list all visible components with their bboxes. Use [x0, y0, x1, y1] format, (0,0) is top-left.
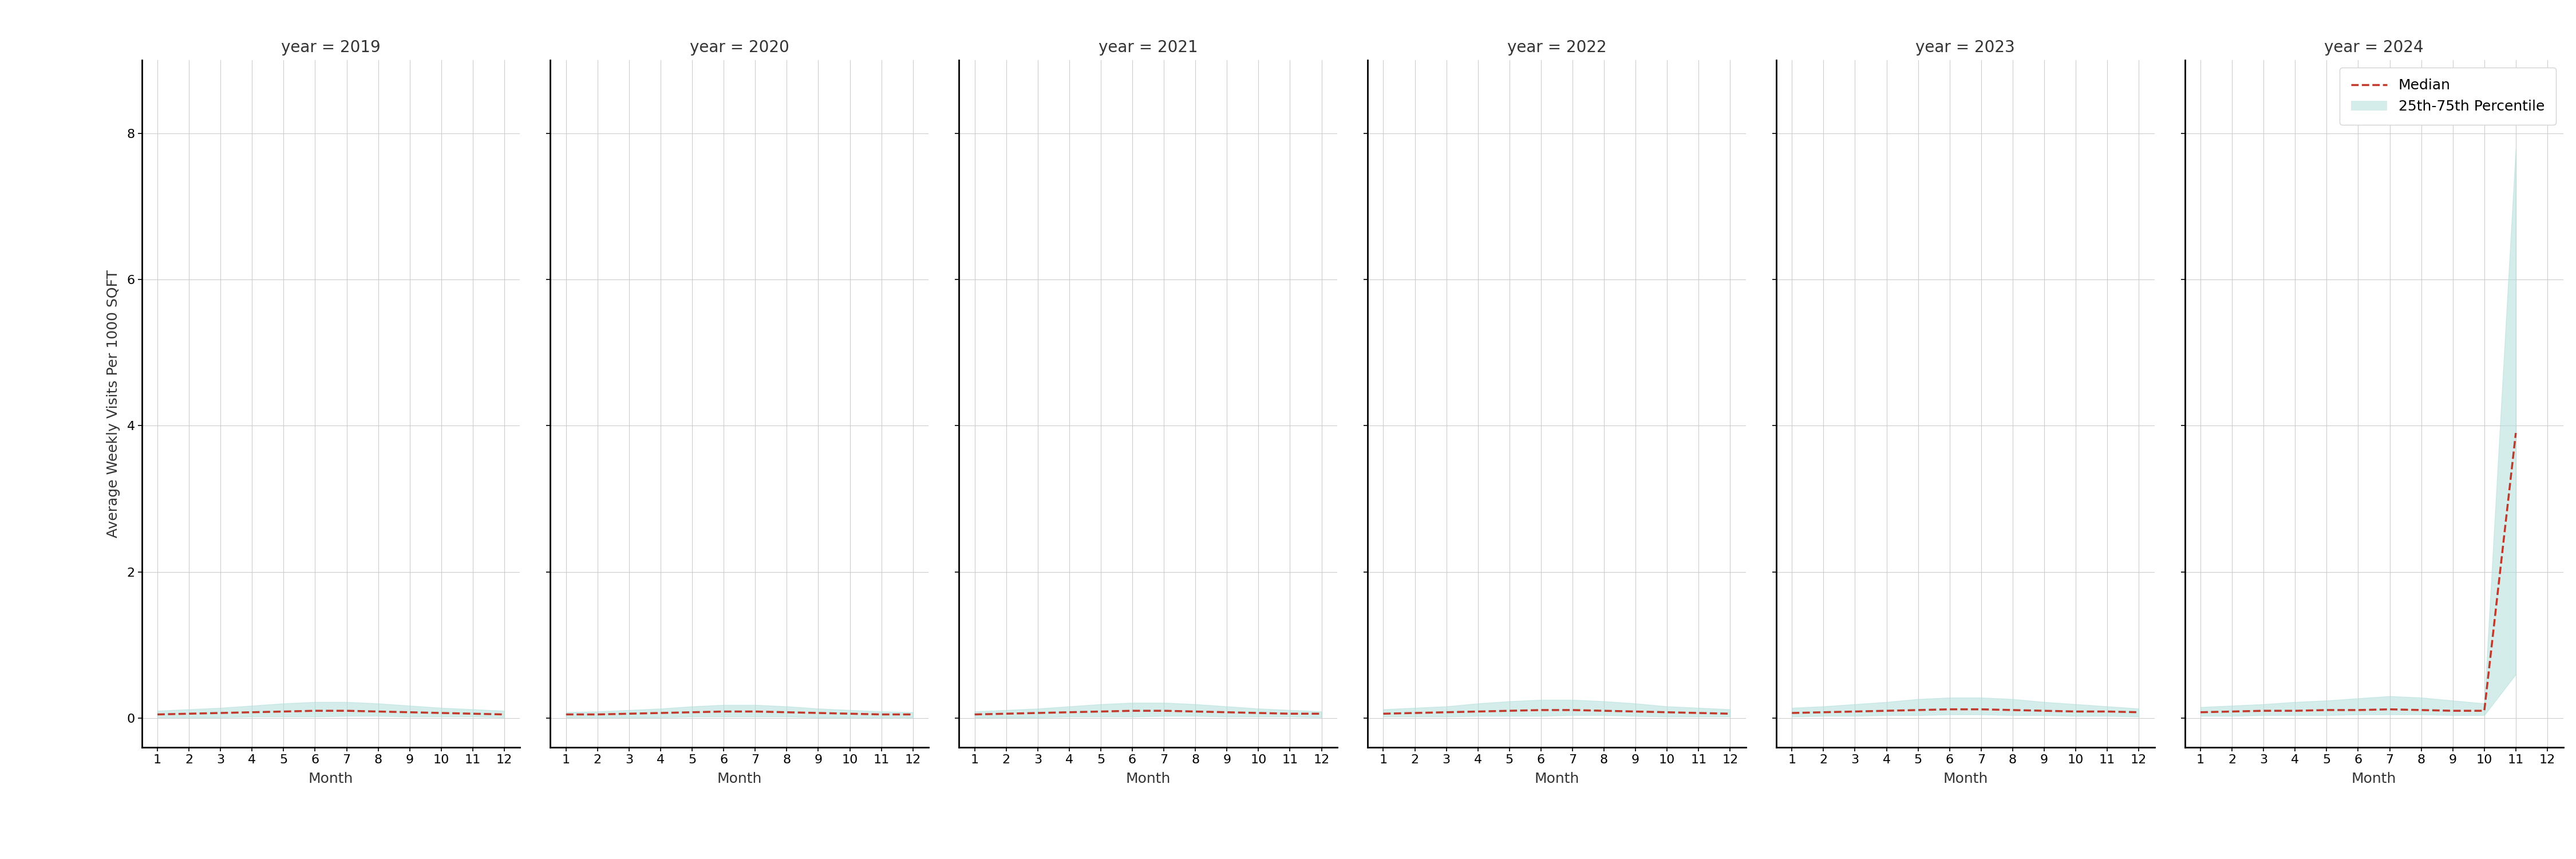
Median [677, 707, 708, 717]
Title: year = 2022: year = 2022 [1507, 40, 1607, 56]
Line: Median: Median [1793, 710, 2138, 713]
Median [425, 708, 456, 718]
Y-axis label: Average Weekly Visits Per 1000 SQFT: Average Weekly Visits Per 1000 SQFT [106, 270, 121, 538]
Median [1211, 707, 1242, 717]
Median [489, 710, 520, 720]
Median [1244, 708, 1275, 718]
X-axis label: Month: Month [1535, 772, 1579, 786]
Line: Median: Median [974, 710, 1321, 715]
Median [835, 709, 866, 719]
Median [1935, 704, 1965, 715]
Median [2406, 705, 2437, 716]
Median [2030, 705, 2061, 716]
Title: year = 2021: year = 2021 [1097, 40, 1198, 56]
Median [1965, 704, 1996, 715]
Median [1556, 705, 1587, 716]
Title: year = 2023: year = 2023 [1917, 40, 2014, 56]
Median [2215, 706, 2246, 716]
Median [1777, 708, 1808, 718]
X-axis label: Month: Month [716, 772, 762, 786]
Median [644, 708, 675, 718]
Median [770, 707, 801, 717]
Median [1149, 705, 1180, 716]
X-axis label: Month: Month [309, 772, 353, 786]
Median [2249, 705, 2280, 716]
X-axis label: Month: Month [1126, 772, 1170, 786]
Median [2184, 707, 2215, 717]
Title: year = 2019: year = 2019 [281, 40, 381, 56]
Median [142, 710, 173, 720]
X-axis label: Month: Month [2352, 772, 2396, 786]
Median [1651, 707, 1682, 717]
Legend: Median, 25th-75th Percentile: Median, 25th-75th Percentile [2339, 67, 2555, 125]
Line: Median: Median [1383, 710, 1731, 714]
Median [459, 709, 489, 719]
Median [2437, 705, 2468, 716]
Median [551, 710, 582, 720]
Median [2092, 706, 2123, 716]
Median [206, 708, 237, 718]
Median [1620, 706, 1651, 716]
Median [739, 706, 770, 716]
Median [2468, 705, 2499, 716]
Median [2342, 705, 2372, 716]
Median [1275, 709, 1306, 719]
Title: year = 2024: year = 2024 [2324, 40, 2424, 56]
Median [992, 709, 1023, 719]
Median [1368, 709, 1399, 719]
Median [1870, 705, 1901, 716]
Median [1430, 707, 1461, 717]
Median [2061, 706, 2092, 716]
Median [2501, 428, 2532, 438]
Median [2375, 704, 2406, 715]
Title: year = 2020: year = 2020 [690, 40, 788, 56]
Median [1180, 706, 1211, 716]
X-axis label: Month: Month [1942, 772, 1989, 786]
Median [1682, 708, 1713, 718]
Median [1084, 706, 1115, 716]
Median [1839, 706, 1870, 716]
Median [394, 707, 425, 717]
Median [1589, 705, 1620, 716]
Median [804, 708, 835, 718]
Median [2280, 705, 2311, 716]
Line: Median: Median [157, 710, 505, 715]
Median [1996, 705, 2027, 716]
Median [1463, 706, 1494, 716]
Median [1054, 707, 1084, 717]
Median [2311, 705, 2342, 716]
Median [708, 706, 739, 716]
Median [1118, 705, 1149, 716]
Median [1494, 705, 1525, 716]
Median [299, 705, 330, 716]
Median [237, 707, 268, 717]
Median [1023, 708, 1054, 718]
Median [1306, 709, 1337, 719]
Median [582, 710, 613, 720]
Median [866, 710, 896, 720]
Median [1399, 708, 1430, 718]
Median [896, 710, 927, 720]
Median [332, 705, 363, 716]
Median [1808, 707, 1839, 717]
Median [613, 709, 644, 719]
Median [958, 710, 989, 720]
Median [2123, 707, 2154, 717]
Median [173, 709, 204, 719]
Median [1904, 705, 1935, 716]
Line: Median: Median [2200, 433, 2517, 712]
Line: Median: Median [567, 711, 912, 715]
Median [363, 706, 394, 716]
Median [268, 706, 299, 716]
Median [1525, 705, 1556, 716]
Median [1716, 709, 1747, 719]
